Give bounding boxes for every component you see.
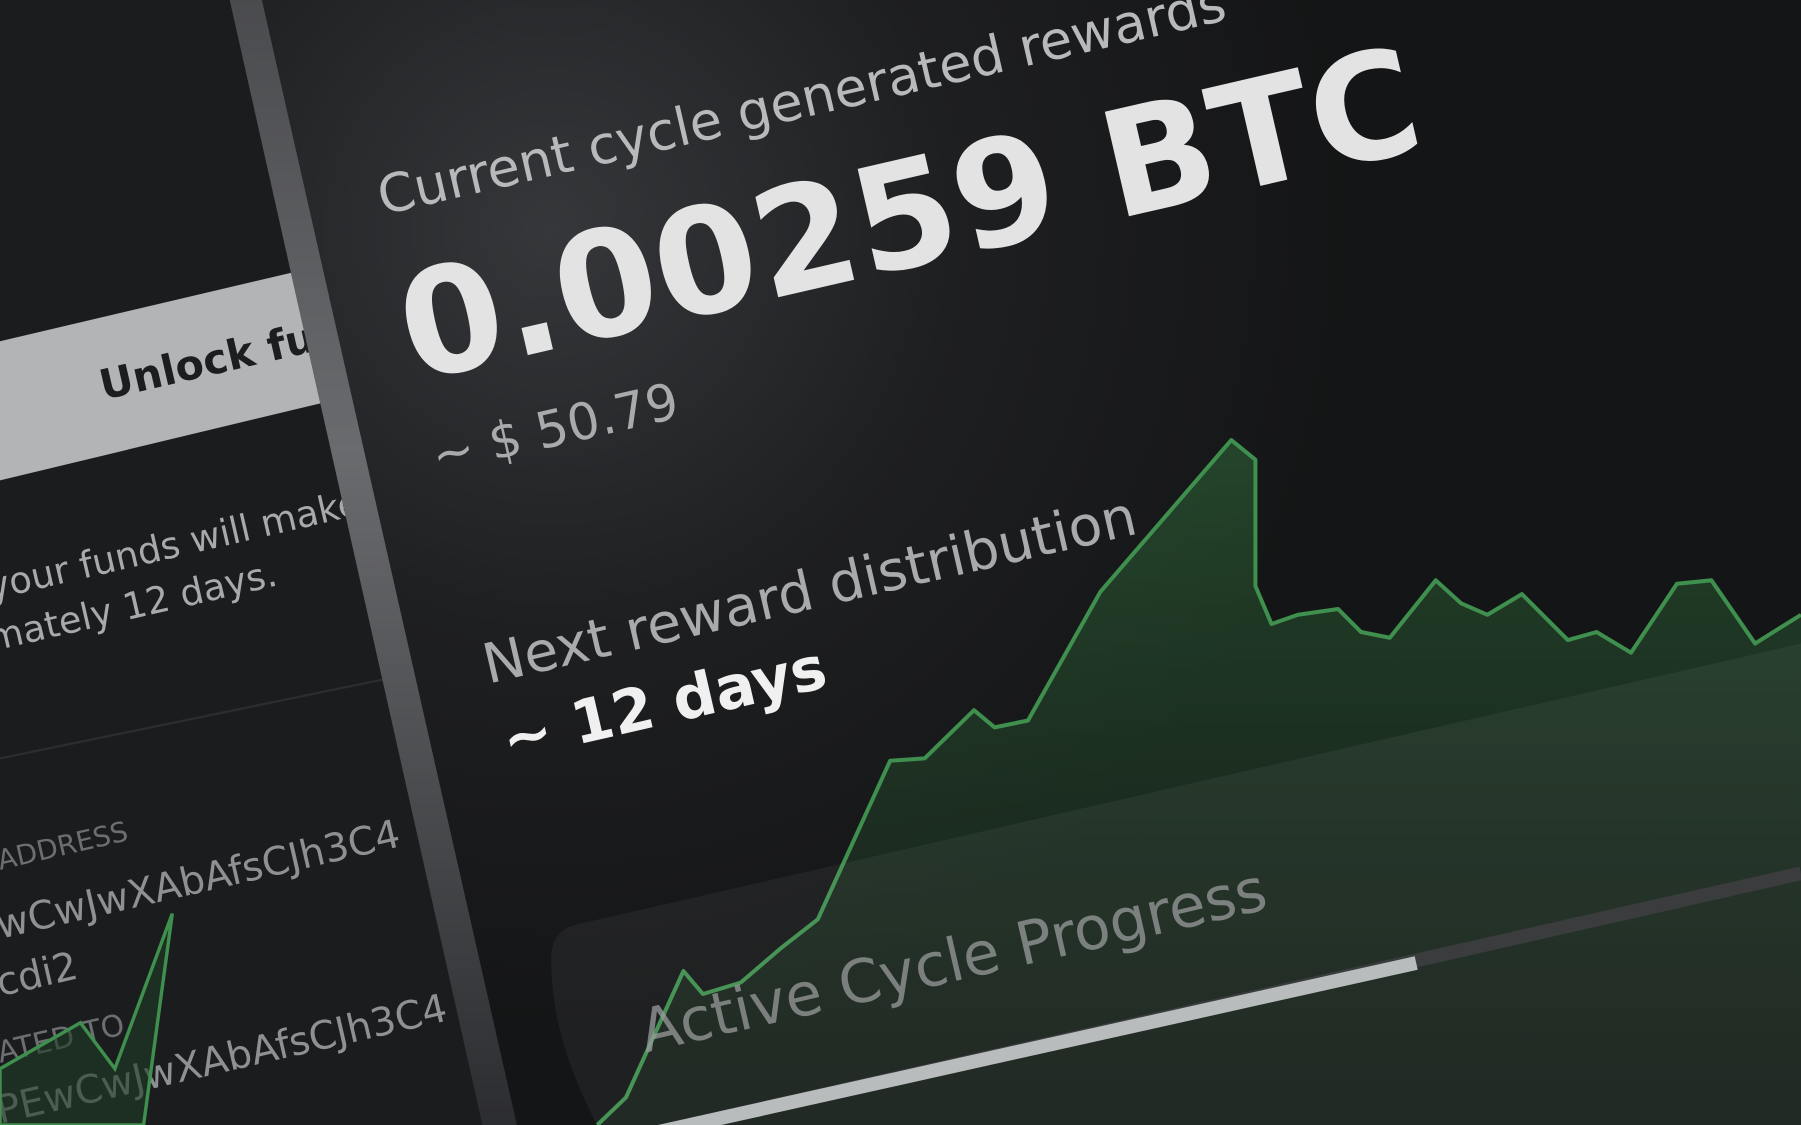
progress-fill [657,956,1418,1125]
side-sparkline [0,912,174,1125]
panel-edge [229,0,517,1125]
unlock-button[interactable] [0,272,326,481]
divider [0,676,391,760]
progress-card [551,643,1801,1125]
reward-sparkline [595,438,1801,1125]
reward-sparkline-area [597,440,1801,1125]
